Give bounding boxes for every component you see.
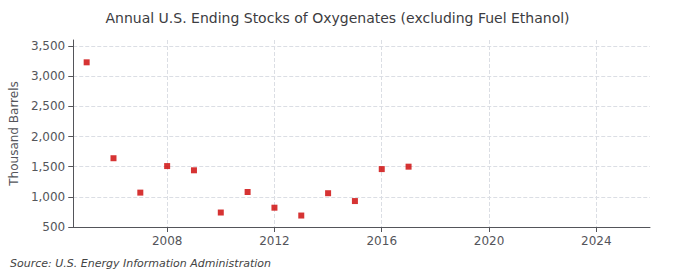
svg-text:Source: U.S. Energy Informatio: Source: U.S. Energy Information Administ… [10, 257, 271, 270]
svg-text:2,000: 2,000 [31, 130, 65, 144]
svg-text:2020: 2020 [474, 234, 505, 248]
svg-text:3,000: 3,000 [31, 69, 65, 83]
svg-text:2024: 2024 [581, 234, 612, 248]
svg-text:Annual U.S. Ending Stocks of O: Annual U.S. Ending Stocks of Oxygenates … [105, 10, 569, 26]
svg-text:Thousand Barrels: Thousand Barrels [7, 81, 21, 186]
svg-text:1,000: 1,000 [31, 190, 65, 204]
svg-text:1,500: 1,500 [31, 160, 65, 174]
svg-text:500: 500 [42, 220, 65, 234]
svg-text:2012: 2012 [259, 234, 290, 248]
svg-text:2008: 2008 [152, 234, 183, 248]
svg-text:2,500: 2,500 [31, 99, 65, 113]
svg-text:3,500: 3,500 [31, 39, 65, 53]
svg-text:2016: 2016 [366, 234, 397, 248]
